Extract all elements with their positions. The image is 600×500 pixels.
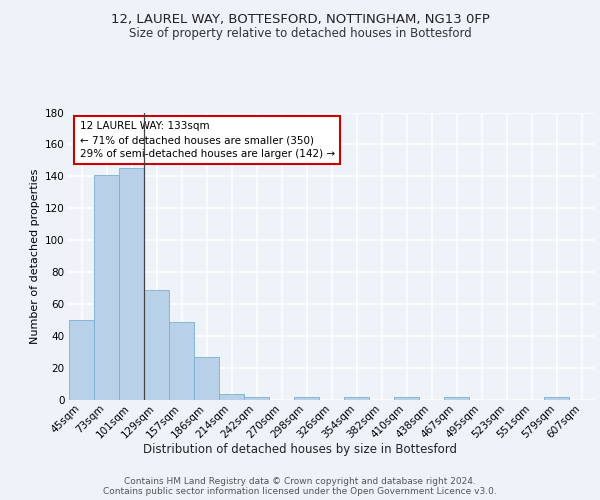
Text: Contains public sector information licensed under the Open Government Licence v3: Contains public sector information licen… xyxy=(103,488,497,496)
Bar xyxy=(144,290,169,400)
Bar xyxy=(194,357,219,400)
Bar xyxy=(69,320,94,400)
Text: 12 LAUREL WAY: 133sqm
← 71% of detached houses are smaller (350)
29% of semi-det: 12 LAUREL WAY: 133sqm ← 71% of detached … xyxy=(79,121,335,159)
Text: Size of property relative to detached houses in Bottesford: Size of property relative to detached ho… xyxy=(128,28,472,40)
Text: Distribution of detached houses by size in Bottesford: Distribution of detached houses by size … xyxy=(143,442,457,456)
Bar xyxy=(244,397,269,400)
Bar xyxy=(544,397,569,400)
Text: 12, LAUREL WAY, BOTTESFORD, NOTTINGHAM, NG13 0FP: 12, LAUREL WAY, BOTTESFORD, NOTTINGHAM, … xyxy=(110,12,490,26)
Text: Contains HM Land Registry data © Crown copyright and database right 2024.: Contains HM Land Registry data © Crown c… xyxy=(124,478,476,486)
Y-axis label: Number of detached properties: Number of detached properties xyxy=(29,168,40,344)
Bar xyxy=(169,322,194,400)
Bar xyxy=(119,168,144,400)
Bar xyxy=(444,397,469,400)
Bar xyxy=(94,175,119,400)
Bar xyxy=(344,397,369,400)
Bar xyxy=(219,394,244,400)
Bar xyxy=(294,397,319,400)
Bar xyxy=(394,397,419,400)
